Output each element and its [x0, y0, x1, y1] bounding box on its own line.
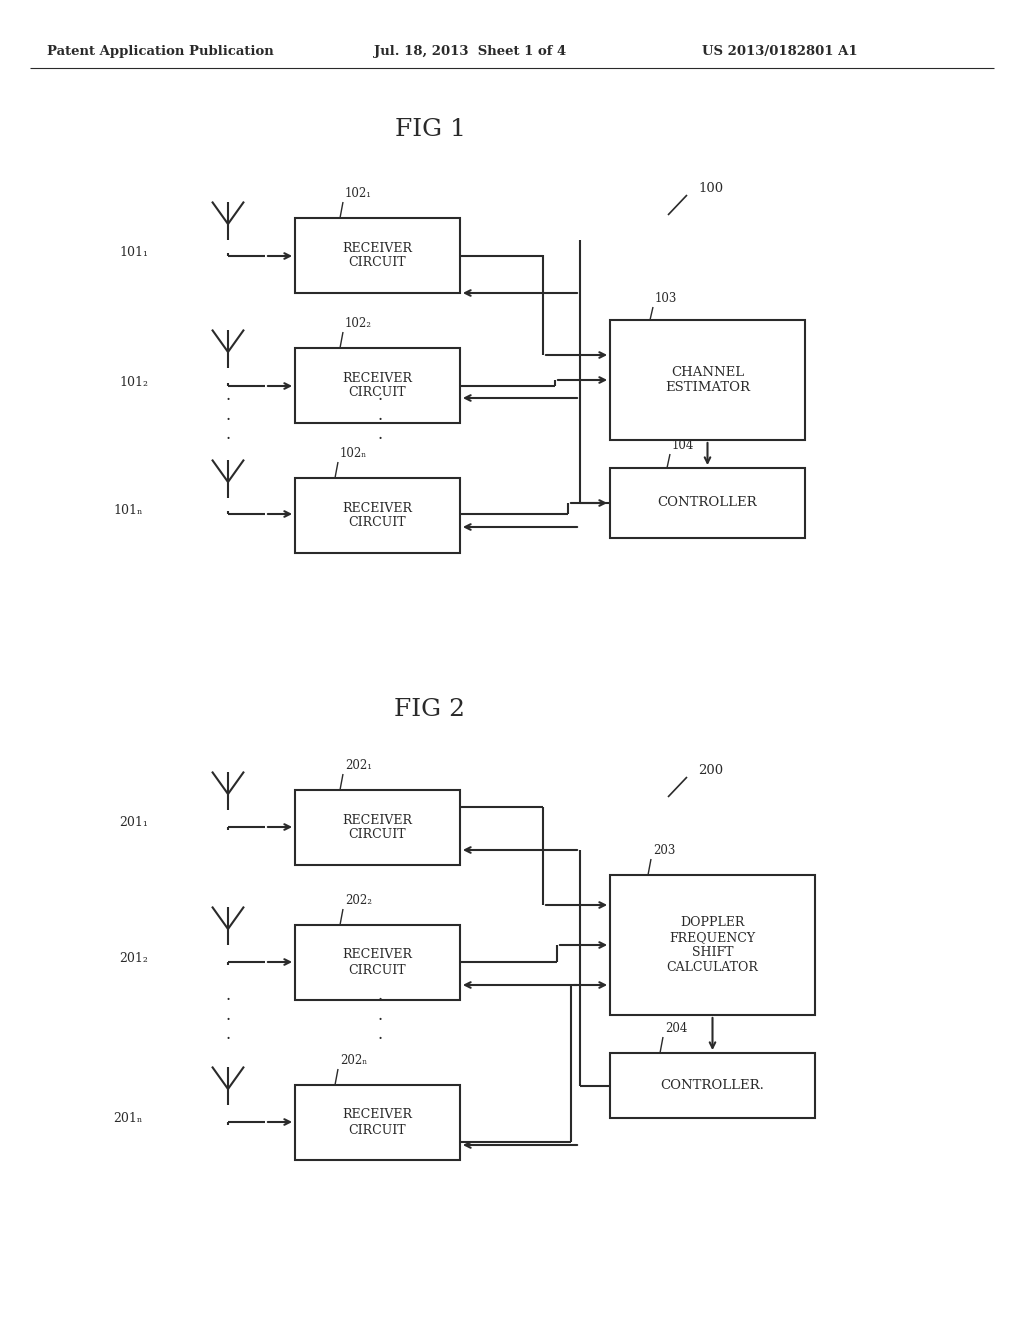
- Text: Patent Application Publication: Patent Application Publication: [47, 45, 273, 58]
- Bar: [295, 789, 460, 865]
- Bar: [610, 1053, 815, 1118]
- Text: FIG 1: FIG 1: [394, 119, 466, 141]
- Text: 204: 204: [665, 1022, 687, 1035]
- Text: 101ₙ: 101ₙ: [114, 504, 143, 517]
- Text: RECEIVER
CIRCUIT: RECEIVER CIRCUIT: [342, 1109, 413, 1137]
- Text: 202ₙ: 202ₙ: [340, 1053, 368, 1067]
- Bar: [295, 478, 460, 553]
- Text: RECEIVER
CIRCUIT: RECEIVER CIRCUIT: [342, 502, 413, 529]
- Text: 104: 104: [672, 440, 694, 451]
- Text: RECEIVER
CIRCUIT: RECEIVER CIRCUIT: [342, 371, 413, 400]
- Text: CONTROLLER.: CONTROLLER.: [660, 1078, 765, 1092]
- Text: ·
·
·: · · ·: [378, 392, 383, 447]
- Text: US 2013/0182801 A1: US 2013/0182801 A1: [702, 45, 858, 58]
- Bar: [295, 925, 460, 1001]
- Text: 101₂: 101₂: [119, 376, 148, 389]
- Text: 202₂: 202₂: [345, 894, 372, 907]
- Text: RECEIVER
CIRCUIT: RECEIVER CIRCUIT: [342, 813, 413, 842]
- Text: 202₁: 202₁: [345, 759, 372, 772]
- Text: 203: 203: [653, 843, 676, 857]
- Text: FIG 2: FIG 2: [394, 698, 466, 722]
- Bar: [295, 1085, 460, 1160]
- Text: Jul. 18, 2013  Sheet 1 of 4: Jul. 18, 2013 Sheet 1 of 4: [374, 45, 566, 58]
- Text: 201₁: 201₁: [119, 817, 148, 829]
- Text: 102₂: 102₂: [345, 317, 372, 330]
- Text: 101₁: 101₁: [119, 247, 148, 260]
- Text: RECEIVER
CIRCUIT: RECEIVER CIRCUIT: [342, 949, 413, 977]
- Bar: [295, 348, 460, 422]
- Text: ·
·
·: · · ·: [378, 991, 383, 1048]
- Bar: [295, 218, 460, 293]
- Text: 102₁: 102₁: [345, 187, 372, 201]
- Text: 100: 100: [698, 181, 723, 194]
- Text: ·
·
·: · · ·: [225, 392, 230, 447]
- Bar: [610, 469, 805, 539]
- Text: ·
·
·: · · ·: [225, 991, 230, 1048]
- Text: RECEIVER
CIRCUIT: RECEIVER CIRCUIT: [342, 242, 413, 269]
- Text: CONTROLLER: CONTROLLER: [657, 496, 758, 510]
- Text: 201ₙ: 201ₙ: [114, 1111, 143, 1125]
- Text: DOPPLER
FREQUENCY
SHIFT
CALCULATOR: DOPPLER FREQUENCY SHIFT CALCULATOR: [667, 916, 759, 974]
- Text: 102ₙ: 102ₙ: [340, 447, 368, 459]
- Bar: [610, 319, 805, 440]
- Text: 103: 103: [655, 292, 677, 305]
- Text: 200: 200: [698, 763, 723, 776]
- Text: CHANNEL
ESTIMATOR: CHANNEL ESTIMATOR: [665, 366, 750, 393]
- Bar: [610, 875, 815, 1015]
- Text: 201₂: 201₂: [119, 952, 148, 965]
